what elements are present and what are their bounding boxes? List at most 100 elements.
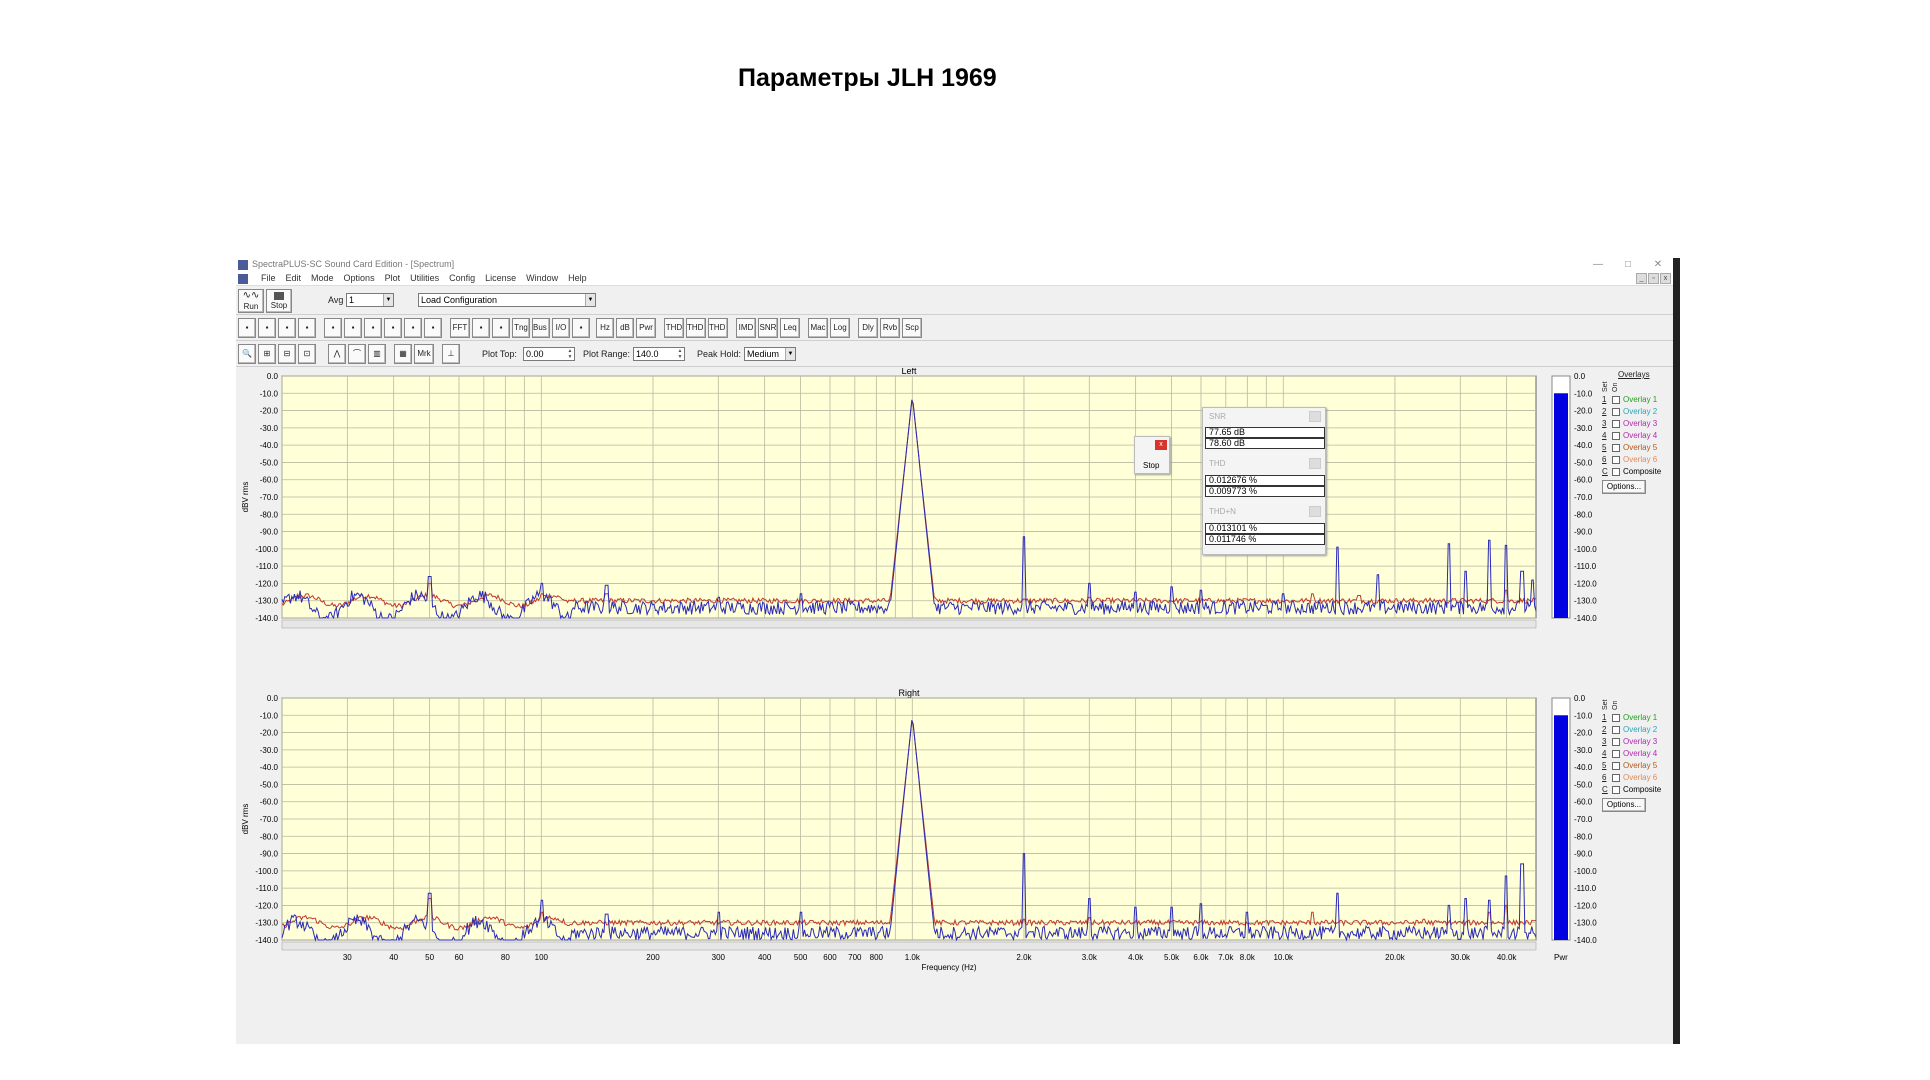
- tool-thd-button[interactable]: THD: [664, 318, 684, 338]
- menu-file[interactable]: File: [261, 273, 276, 283]
- menu-edit[interactable]: Edit: [285, 273, 302, 283]
- overlay-checkbox[interactable]: [1612, 468, 1620, 476]
- spinner-icon[interactable]: ▲ ▼: [677, 348, 683, 360]
- tool-5-icon[interactable]: ▪: [344, 318, 362, 338]
- tool-12-icon[interactable]: ▪: [492, 318, 510, 338]
- overlay-set-number[interactable]: 1: [1602, 395, 1607, 404]
- tool-11-icon[interactable]: ▪: [472, 318, 490, 338]
- stop-button[interactable]: Stop: [266, 289, 292, 313]
- fill-plot-icon[interactable]: ⌒: [348, 344, 366, 364]
- overlay-checkbox[interactable]: [1612, 714, 1620, 722]
- overlay-set-number[interactable]: C: [1602, 467, 1608, 476]
- tool-bus-ctrl-button[interactable]: Bus Ctrl: [532, 318, 550, 338]
- tool-thd-freq-button[interactable]: THD Freq: [708, 318, 728, 338]
- tool-0-icon[interactable]: ▪: [238, 318, 256, 338]
- meter-options-button[interactable]: [1309, 411, 1321, 422]
- menu-plot[interactable]: Plot: [384, 273, 401, 283]
- plot-top-input[interactable]: 0.00 ▲ ▼: [523, 347, 575, 361]
- mdi-minimize-button[interactable]: _: [1636, 273, 1647, 284]
- tool-7-icon[interactable]: ▪: [384, 318, 402, 338]
- overlay-checkbox[interactable]: [1612, 408, 1620, 416]
- overlay-set-number[interactable]: 5: [1602, 761, 1607, 770]
- zoom-out-x-icon[interactable]: ⊟: [278, 344, 296, 364]
- meter-options-button[interactable]: [1309, 506, 1321, 517]
- plot-range-input[interactable]: 140.0 ▲ ▼: [633, 347, 685, 361]
- popup-stop-button[interactable]: Stop: [1143, 461, 1160, 470]
- tool-i-o-button[interactable]: I/O: [552, 318, 570, 338]
- overlay-checkbox[interactable]: [1612, 762, 1620, 770]
- overlay-checkbox[interactable]: [1612, 750, 1620, 758]
- maximize-button[interactable]: □: [1624, 259, 1632, 270]
- zoom-in-x-icon[interactable]: ⊞: [258, 344, 276, 364]
- marker-button[interactable]: Mrk: [414, 344, 434, 364]
- meter-options-button[interactable]: [1309, 458, 1321, 469]
- menu-config[interactable]: Config: [449, 273, 476, 283]
- tool-6-icon[interactable]: ▪: [364, 318, 382, 338]
- tool-3-icon[interactable]: ▪: [298, 318, 316, 338]
- overlay-checkbox[interactable]: [1612, 420, 1620, 428]
- tool-db-button[interactable]: dB: [616, 318, 634, 338]
- tool-8-icon[interactable]: ▪: [404, 318, 422, 338]
- overlay-set-number[interactable]: 3: [1602, 737, 1607, 746]
- mdi-restore-button[interactable]: ▫: [1648, 273, 1659, 284]
- overlay-set-number[interactable]: 4: [1602, 431, 1607, 440]
- overlay-set-number[interactable]: 2: [1602, 725, 1607, 734]
- overlay-checkbox[interactable]: [1612, 786, 1620, 794]
- tool-dly-button[interactable]: Dly: [858, 318, 878, 338]
- menu-help[interactable]: Help: [568, 273, 587, 283]
- tool-imd-button[interactable]: IMD: [736, 318, 756, 338]
- overlay-set-number[interactable]: 1: [1602, 713, 1607, 722]
- menu-window[interactable]: Window: [526, 273, 559, 283]
- tool-4-icon[interactable]: ▪: [324, 318, 342, 338]
- tool-leq-button[interactable]: Leq: [780, 318, 800, 338]
- zoom-icon[interactable]: 🔍: [238, 344, 256, 364]
- tool-2-icon[interactable]: ▪: [278, 318, 296, 338]
- tool-fft-button[interactable]: FFT: [450, 318, 470, 338]
- popup-close-button[interactable]: x: [1155, 440, 1167, 450]
- menu-license[interactable]: License: [485, 273, 517, 283]
- spinner-icon[interactable]: ▲ ▼: [567, 348, 573, 360]
- overlay-set-number[interactable]: 3: [1602, 419, 1607, 428]
- tool-snr-button[interactable]: SNR: [758, 318, 778, 338]
- zoom-reset-icon[interactable]: ⊡: [298, 344, 316, 364]
- tool-1-icon[interactable]: ▪: [258, 318, 276, 338]
- overlay-options-button[interactable]: Options...: [1602, 480, 1646, 494]
- tool-9-icon[interactable]: ▪: [424, 318, 442, 338]
- overlay-checkbox[interactable]: [1612, 774, 1620, 782]
- grid-icon[interactable]: ▦: [394, 344, 412, 364]
- tool-scp-button[interactable]: Scp: [902, 318, 922, 338]
- overlay-set-number[interactable]: C: [1602, 785, 1608, 794]
- tool-rvb-button[interactable]: Rvb: [880, 318, 900, 338]
- line-plot-icon[interactable]: ⋀: [328, 344, 346, 364]
- tool-pwr-button[interactable]: Pwr: [636, 318, 656, 338]
- overlay-set-number[interactable]: 6: [1602, 773, 1607, 782]
- tool-log-button[interactable]: Log: [830, 318, 850, 338]
- minimize-button[interactable]: —: [1593, 259, 1603, 270]
- configuration-select[interactable]: Load Configuration ▼: [418, 293, 596, 307]
- spectrum-chart[interactable]: Left 0.0 0.0 -10.0 -10.0 -20.0 -20.0 -30.0 -30.0…: [236, 366, 1680, 1044]
- overlay-checkbox[interactable]: [1612, 396, 1620, 404]
- overlay-checkbox[interactable]: [1612, 726, 1620, 734]
- cursor-icon[interactable]: ⊥: [442, 344, 460, 364]
- overlay-checkbox[interactable]: [1612, 738, 1620, 746]
- close-button[interactable]: ✕: [1653, 259, 1663, 270]
- menu-mode[interactable]: Mode: [311, 273, 334, 283]
- bar-plot-icon[interactable]: ▥: [368, 344, 386, 364]
- menu-utilities[interactable]: Utilities: [410, 273, 440, 283]
- overlay-set-number[interactable]: 5: [1602, 443, 1607, 452]
- overlay-options-button[interactable]: Options...: [1602, 798, 1646, 812]
- overlay-checkbox[interactable]: [1612, 456, 1620, 464]
- overlay-set-number[interactable]: 2: [1602, 407, 1607, 416]
- tool-tng-button[interactable]: Tng: [512, 318, 530, 338]
- tool-mac-button[interactable]: Mac: [808, 318, 828, 338]
- tool-thd-n-button[interactable]: THD +N: [686, 318, 706, 338]
- menu-options[interactable]: Options: [343, 273, 375, 283]
- peak-hold-select[interactable]: Medium ▼: [744, 347, 796, 361]
- overlay-set-number[interactable]: 4: [1602, 749, 1607, 758]
- avg-select[interactable]: 1 ▼: [346, 293, 394, 307]
- tool-hz-button[interactable]: Hz: [596, 318, 614, 338]
- overlay-set-number[interactable]: 6: [1602, 455, 1607, 464]
- mdi-close-button[interactable]: x: [1660, 273, 1671, 284]
- tool-16-icon[interactable]: ▪: [572, 318, 590, 338]
- run-button[interactable]: ∿∿ Run: [238, 289, 264, 313]
